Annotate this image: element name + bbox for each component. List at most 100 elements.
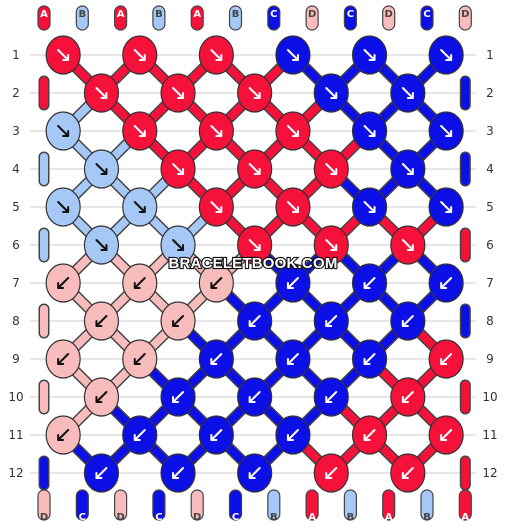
row-label-right: 4 bbox=[486, 162, 494, 176]
thread-letter: D bbox=[40, 512, 48, 523]
knot bbox=[275, 415, 311, 455]
knot bbox=[160, 453, 196, 493]
thread-letter: D bbox=[308, 9, 316, 20]
arrow-down-right-icon bbox=[363, 49, 376, 61]
knot bbox=[351, 111, 388, 151]
bottom-thread-end: A bbox=[305, 489, 319, 523]
top-thread-end: A bbox=[113, 5, 128, 31]
knot bbox=[313, 225, 349, 265]
knot bbox=[428, 263, 464, 303]
thread-ends: A B A B A B C D C D C D D C D C D C B A B A B A bbox=[37, 5, 472, 523]
arrow-down-right-icon bbox=[133, 201, 146, 213]
thread-letter: B bbox=[347, 512, 355, 523]
bottom-thread-end: D bbox=[113, 489, 128, 523]
arrow-down-right-icon bbox=[210, 201, 223, 213]
thread-end-cap bbox=[420, 489, 434, 521]
thread-letter: A bbox=[193, 9, 201, 20]
bottom-thread-end: B bbox=[343, 489, 357, 523]
knot bbox=[275, 187, 311, 227]
thread-letter: D bbox=[193, 512, 201, 523]
arrow-down-right-icon bbox=[286, 125, 299, 137]
row-label-right: 12 bbox=[482, 466, 497, 480]
thread-end-cap bbox=[267, 5, 281, 31]
knot bbox=[275, 263, 311, 303]
thread-letter: C bbox=[347, 9, 354, 20]
arrow-down-right-icon bbox=[57, 201, 70, 213]
arrow-down-right-icon bbox=[248, 239, 261, 251]
arrow-down-left-icon bbox=[401, 315, 414, 327]
knot bbox=[160, 301, 196, 341]
thread-letter: D bbox=[461, 9, 469, 20]
arrow-down-left-icon bbox=[363, 353, 376, 365]
knot bbox=[351, 35, 388, 75]
thread-end-cap bbox=[152, 489, 166, 521]
arrow-down-left-icon bbox=[172, 391, 185, 403]
row-label-right: 8 bbox=[486, 314, 494, 328]
knot bbox=[237, 73, 273, 113]
bottom-thread-end: B bbox=[267, 489, 281, 523]
thread-end-cap bbox=[267, 489, 281, 521]
thread-end-cap bbox=[343, 5, 357, 31]
row-label-right: 1 bbox=[486, 48, 494, 62]
arrow-down-left-icon bbox=[95, 467, 108, 479]
knot bbox=[351, 187, 388, 227]
top-thread-end: C bbox=[267, 5, 281, 31]
arrow-down-right-icon bbox=[95, 87, 108, 99]
knot bbox=[45, 263, 81, 303]
knot bbox=[390, 453, 426, 493]
knot bbox=[45, 339, 81, 379]
thread-end-cap bbox=[458, 5, 472, 31]
knot bbox=[390, 377, 426, 417]
arrow-down-right-icon bbox=[172, 239, 185, 251]
knot bbox=[275, 339, 311, 379]
arrow-down-left-icon bbox=[57, 429, 70, 441]
row-label-left: 11 bbox=[8, 428, 23, 442]
arrow-down-right-icon bbox=[440, 201, 453, 213]
thread-letter: A bbox=[461, 512, 469, 523]
row-label-right: 9 bbox=[486, 352, 494, 366]
knot bbox=[83, 149, 120, 189]
knot bbox=[237, 301, 273, 341]
arrow-down-left-icon bbox=[95, 315, 108, 327]
row-label-left: 6 bbox=[12, 238, 20, 252]
arrow-down-left-icon bbox=[172, 467, 185, 479]
knot bbox=[313, 73, 349, 113]
knot bbox=[45, 111, 81, 151]
bottom-thread-end: A bbox=[458, 489, 472, 523]
knot bbox=[45, 187, 81, 227]
thread-letter: C bbox=[270, 9, 277, 20]
arrow-down-right-icon bbox=[95, 239, 108, 251]
knot bbox=[275, 111, 311, 151]
knot bbox=[198, 339, 234, 379]
knot bbox=[313, 377, 349, 417]
thread-end-cap bbox=[113, 5, 128, 31]
arrow-down-left-icon bbox=[286, 277, 299, 289]
row-label-left: 10 bbox=[8, 390, 23, 404]
top-thread-end: D bbox=[305, 5, 319, 31]
thread-letter: B bbox=[232, 9, 240, 20]
arrow-down-left-icon bbox=[286, 353, 299, 365]
arrow-down-right-icon bbox=[401, 163, 414, 175]
knot bbox=[122, 35, 158, 75]
thread-letter: A bbox=[40, 9, 48, 20]
knot bbox=[351, 415, 388, 455]
arrow-down-left-icon bbox=[95, 391, 108, 403]
bottom-thread-end: C bbox=[228, 489, 243, 523]
arrow-down-left-icon bbox=[325, 467, 338, 479]
knot bbox=[83, 73, 120, 113]
arrow-down-left-icon bbox=[325, 315, 338, 327]
bottom-thread-end: A bbox=[382, 489, 396, 523]
knot bbox=[122, 111, 158, 151]
knot bbox=[122, 263, 158, 303]
knot bbox=[198, 187, 234, 227]
row-label-right: 2 bbox=[486, 86, 494, 100]
knot bbox=[237, 225, 273, 265]
knot bbox=[237, 149, 273, 189]
arrow-down-left-icon bbox=[286, 429, 299, 441]
arrow-down-right-icon bbox=[95, 163, 108, 175]
arrow-down-right-icon bbox=[57, 125, 70, 137]
knot bbox=[198, 415, 234, 455]
thread-end-cap bbox=[190, 5, 204, 31]
